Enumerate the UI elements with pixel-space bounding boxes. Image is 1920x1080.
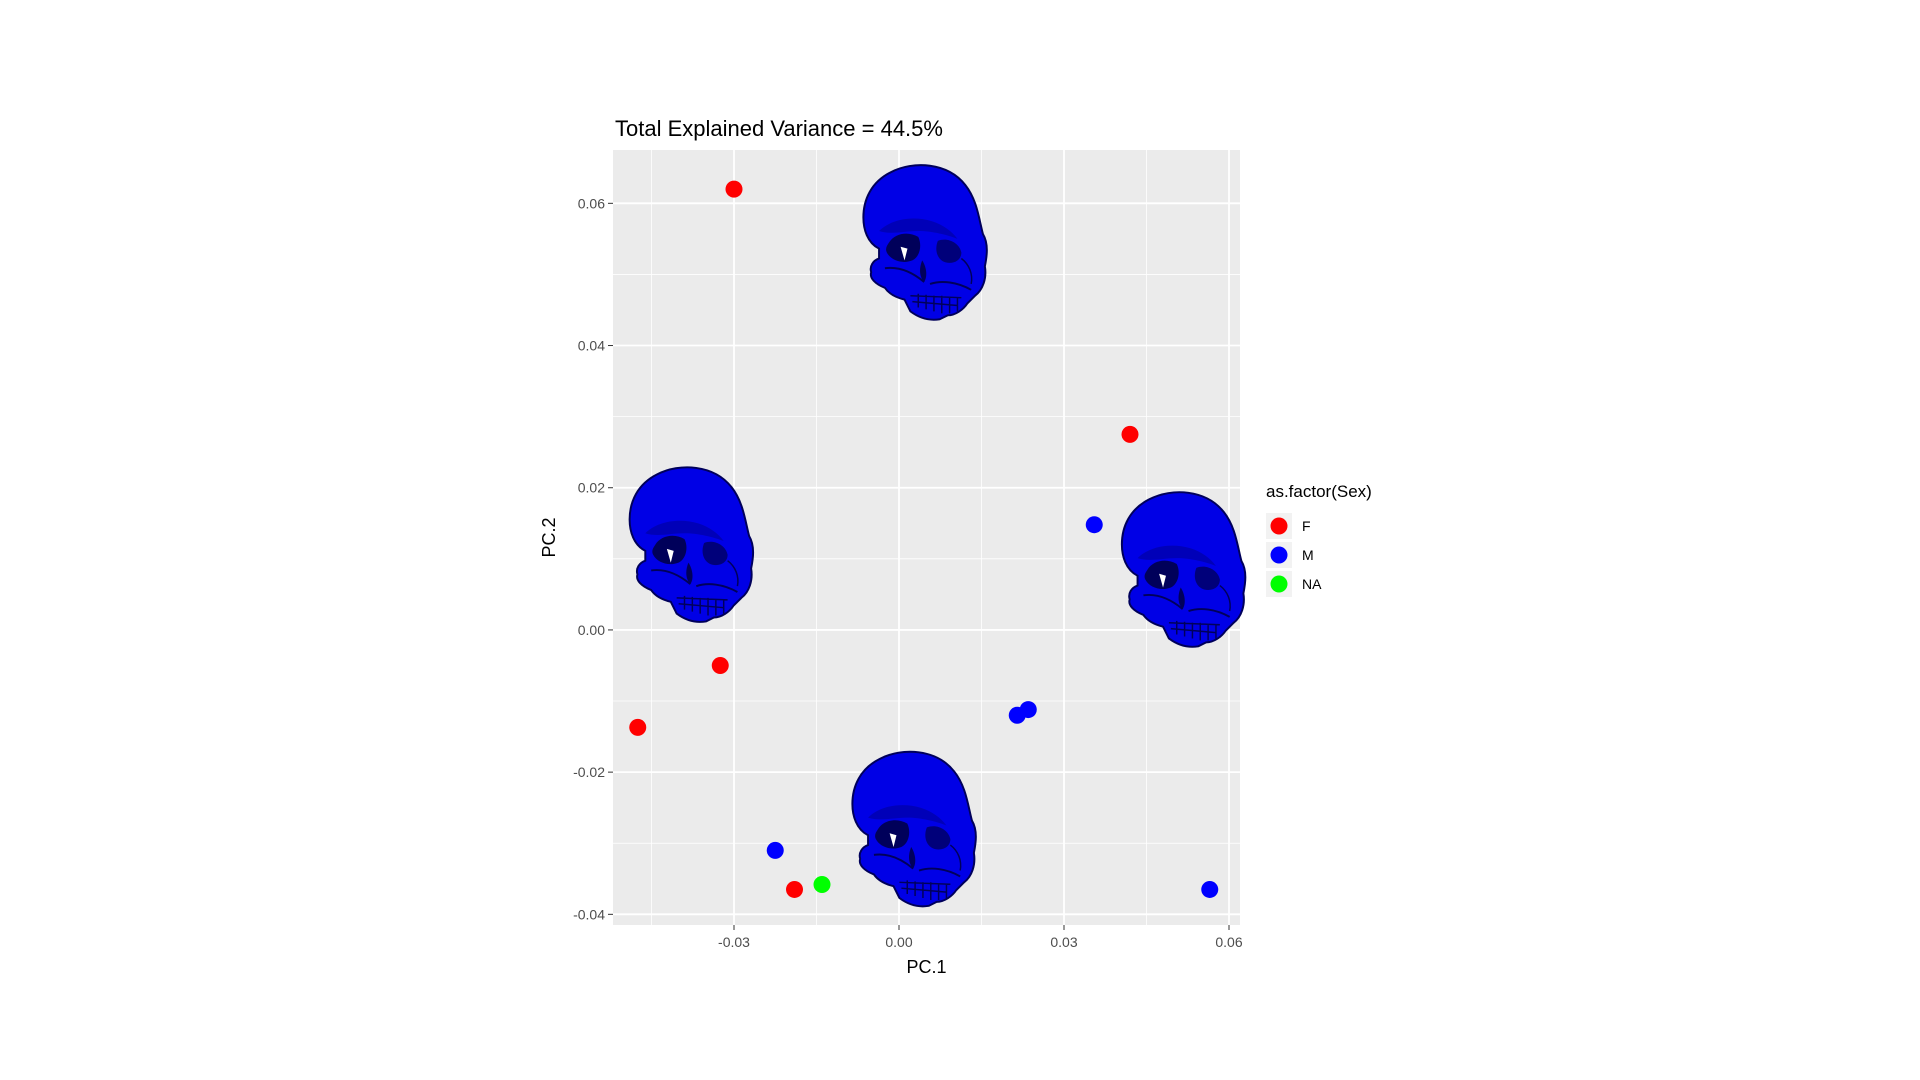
data-points [629, 180, 1219, 898]
point-F [786, 880, 803, 898]
y-tick-label: -0.04 [573, 906, 605, 922]
x-tick-label: 0.03 [1050, 934, 1077, 950]
legend-label-M: M [1302, 547, 1314, 563]
point-M [1019, 701, 1037, 719]
legend-label-F: F [1302, 518, 1311, 534]
y-tick-label: -0.02 [573, 764, 605, 780]
x-tick-label: 0.00 [885, 934, 912, 950]
x-axis-label: PC.1 [906, 957, 946, 977]
point-F [629, 718, 647, 736]
y-tick-label: 0.02 [578, 480, 605, 496]
point-F [1121, 425, 1139, 443]
point-F [711, 656, 729, 674]
legend-key-M [1270, 546, 1288, 564]
axes: -0.03 0.00 0.03 0.06 -0.04 -0.02 0.00 0.02 0.04 0… [573, 195, 1243, 950]
y-tick-label: 0.04 [578, 338, 605, 354]
point-M [1201, 880, 1219, 898]
legend-title: as.factor(Sex) [1266, 482, 1372, 501]
point-NA [813, 875, 831, 893]
point-M [766, 841, 784, 859]
point-M [1085, 516, 1103, 534]
legend: as.factor(Sex) FM NA [1266, 482, 1372, 597]
point-F [725, 180, 743, 198]
legend-key-F [1270, 517, 1288, 535]
x-tick-label: -0.03 [718, 934, 750, 950]
chart-title: Total Explained Variance = 44.5% [615, 116, 943, 141]
legend-label-NA: NA [1302, 576, 1322, 592]
y-tick-label: 0.00 [578, 622, 605, 638]
x-tick-label: 0.06 [1215, 934, 1242, 950]
y-tick-label: 0.06 [578, 195, 605, 211]
legend-key-NA [1270, 575, 1288, 593]
y-axis-label: PC.2 [539, 517, 559, 557]
